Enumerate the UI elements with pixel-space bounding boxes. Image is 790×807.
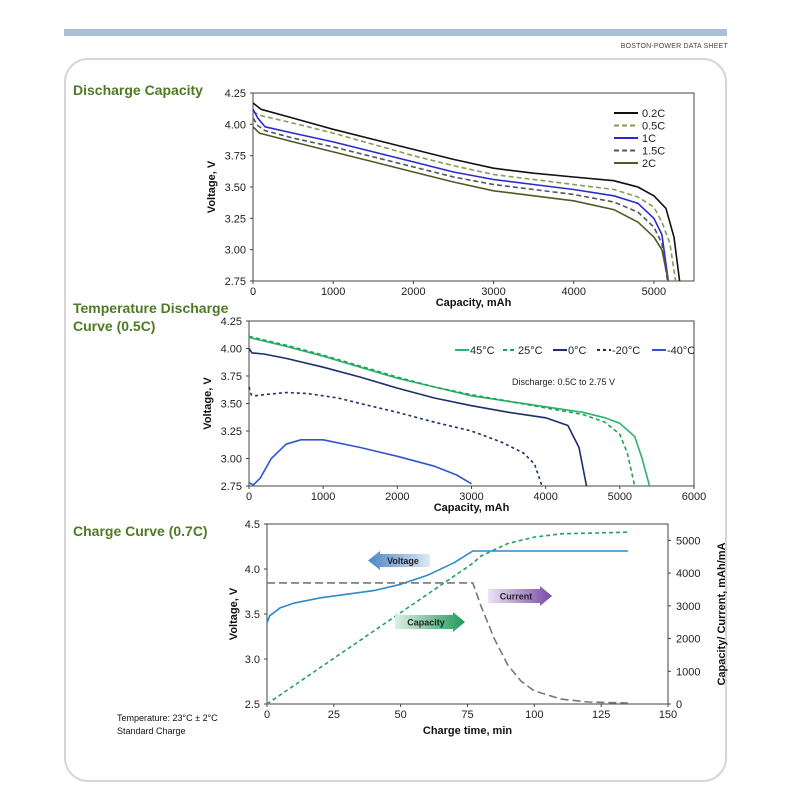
series-line-1c — [252, 108, 670, 282]
y-tick-label: 3.0 — [245, 654, 260, 666]
legend-label: 1C — [642, 133, 656, 145]
y-axis-label: Voltage, V — [202, 377, 214, 430]
charge-curve-title: Charge Curve (0.7C) — [73, 523, 208, 539]
x-axis-label: Charge time, min — [423, 725, 513, 737]
y-tick-label: 3.50 — [225, 182, 246, 194]
x-tick-label: 2000 — [401, 286, 425, 298]
y-tick-label: 2.75 — [221, 481, 242, 493]
y-tick-label: 3.00 — [221, 454, 242, 466]
footnote-standard-charge: Standard Charge — [117, 726, 186, 736]
y-tick-label: 3.00 — [225, 245, 246, 257]
y-axis-label: Voltage, V — [206, 160, 218, 213]
y-tick-label: 3.5 — [245, 609, 260, 621]
x-axis-label: Capacity, mAh — [436, 297, 512, 309]
series-line-0-2c — [252, 102, 681, 282]
series-line--40-c — [248, 438, 472, 486]
voltage-arrow — [368, 551, 430, 570]
legend-label: 45°C — [470, 345, 495, 357]
series-line-25-c — [248, 335, 636, 487]
x-tick-label: 5000 — [608, 491, 632, 503]
series-line-capacity — [266, 531, 628, 705]
y-tick-label: 4.5 — [245, 519, 260, 531]
content-frame — [64, 58, 727, 782]
series-line-current — [267, 582, 628, 704]
y-tick-label: 3.25 — [225, 213, 246, 225]
x-axis-label: Capacity, mAh — [434, 502, 510, 514]
x-tick-label: 100 — [525, 709, 543, 721]
x-tick-label: 0 — [264, 709, 270, 721]
x-tick-label: 125 — [592, 709, 610, 721]
y2-axis-label: Capacity/ Current, mAh/mA — [716, 542, 728, 685]
series-line-0-5c — [252, 111, 677, 282]
sheet-label: BOSTON-POWER DATA SHEET — [620, 43, 728, 50]
legend-label: 0.5C — [642, 121, 665, 133]
x-tick-label: 3000 — [459, 491, 483, 503]
y2-tick-label: 2000 — [676, 634, 700, 646]
legend-label: 25°C — [518, 345, 543, 357]
legend-label: 1.5C — [642, 146, 665, 158]
x-tick-label: 5000 — [642, 286, 666, 298]
y-tick-label: 4.00 — [221, 344, 242, 356]
series-line-voltage — [266, 550, 628, 624]
y-tick-label: 4.25 — [225, 88, 246, 100]
discharge-annotation: Discharge: 0.5C to 2.75 V — [512, 377, 615, 387]
footnote-temperature: Temperature: 23°C ± 2°C — [117, 713, 218, 723]
y-tick-label: 4.25 — [221, 316, 242, 328]
voltage-arrow-label: Voltage — [387, 556, 419, 566]
series-line--20-c — [248, 386, 543, 487]
y-tick-label: 4.00 — [225, 119, 246, 131]
series-line-0-c — [248, 348, 588, 487]
y-tick-label: 4.0 — [245, 564, 260, 576]
x-tick-label: 50 — [395, 709, 407, 721]
series-line-1-5c — [252, 117, 669, 282]
y-tick-label: 3.75 — [221, 371, 242, 383]
x-tick-label: 75 — [461, 709, 473, 721]
y2-tick-label: 3000 — [676, 601, 700, 613]
legend-label: -20°C — [612, 345, 640, 357]
series-line-45-c — [248, 336, 651, 487]
discharge-capacity-title: Discharge Capacity — [73, 82, 203, 98]
capacity-arrow-label: Capacity — [407, 618, 445, 628]
y-axis-label: Voltage, V — [228, 587, 240, 640]
y-tick-label: 2.75 — [225, 276, 246, 288]
x-tick-label: 1000 — [321, 286, 345, 298]
x-tick-label: 1000 — [311, 491, 335, 503]
x-tick-label: 150 — [659, 709, 677, 721]
current-arrow-label: Current — [500, 592, 533, 602]
temperature-discharge-title-2: Curve (0.5C) — [73, 318, 156, 334]
y-tick-label: 3.75 — [225, 151, 246, 163]
header-bar — [64, 29, 727, 36]
y2-tick-label: 1000 — [676, 666, 700, 678]
legend-label: -40°C — [667, 345, 695, 357]
x-tick-label: 0 — [250, 286, 256, 298]
y2-tick-label: 0 — [676, 699, 682, 711]
x-tick-label: 3000 — [481, 286, 505, 298]
legend-label: 0.2C — [642, 108, 665, 120]
x-tick-label: 4000 — [533, 491, 557, 503]
x-tick-label: 4000 — [561, 286, 585, 298]
x-tick-label: 25 — [328, 709, 340, 721]
temperature-discharge-title-1: Temperature Discharge — [73, 300, 229, 316]
current-arrow — [488, 586, 552, 606]
x-tick-label: 2000 — [385, 491, 409, 503]
y-tick-label: 3.50 — [221, 399, 242, 411]
legend-label: 2C — [642, 158, 656, 170]
x-tick-label: 6000 — [682, 491, 706, 503]
y2-tick-label: 5000 — [676, 535, 700, 547]
series-line-2c — [252, 126, 670, 282]
y-tick-label: 2.5 — [245, 699, 260, 711]
y2-tick-label: 4000 — [676, 568, 700, 580]
capacity-arrow — [395, 612, 465, 632]
x-tick-label: 0 — [246, 491, 252, 503]
legend-label: 0°C — [568, 345, 587, 357]
y-tick-label: 3.25 — [221, 426, 242, 438]
